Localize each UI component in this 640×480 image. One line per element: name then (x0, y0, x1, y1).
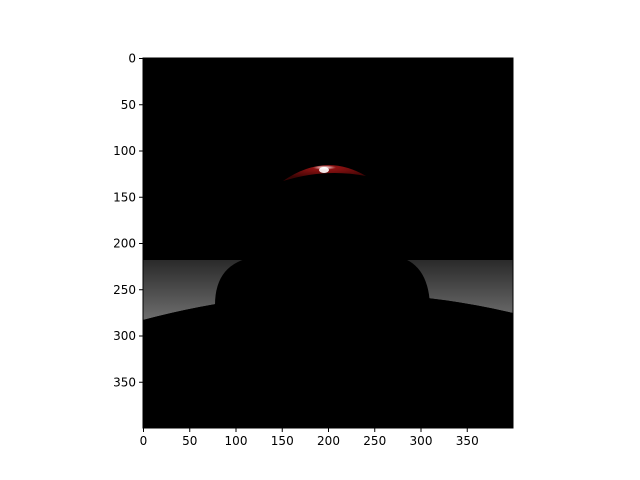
dark-foreground-body (215, 256, 430, 305)
image-plot-area (143, 58, 513, 428)
red-sphere-highlight (283, 165, 366, 181)
y-tick-label: 150 (113, 190, 136, 204)
x-tick-label: 250 (363, 434, 386, 448)
y-axis-ticks: 0 50 100 150 200 250 300 350 (113, 52, 143, 389)
y-tick-label: 0 (128, 52, 136, 66)
x-tick-label: 200 (317, 434, 340, 448)
x-tick-label: 100 (225, 434, 248, 448)
y-tick-label: 100 (113, 144, 136, 158)
y-tick-label: 50 (121, 98, 136, 112)
specular-spot (319, 167, 329, 173)
y-tick-label: 350 (113, 375, 136, 389)
y-tick-label: 250 (113, 283, 136, 297)
y-tick-label: 300 (113, 329, 136, 343)
y-tick-label: 200 (113, 237, 136, 251)
foreground-shadow (143, 293, 513, 428)
x-tick-label: 150 (271, 434, 294, 448)
x-tick-label: 0 (140, 434, 148, 448)
x-axis-ticks: 0 50 100 150 200 250 300 350 (140, 428, 479, 448)
x-tick-label: 300 (410, 434, 433, 448)
x-tick-label: 50 (182, 434, 197, 448)
x-tick-label: 350 (456, 434, 479, 448)
